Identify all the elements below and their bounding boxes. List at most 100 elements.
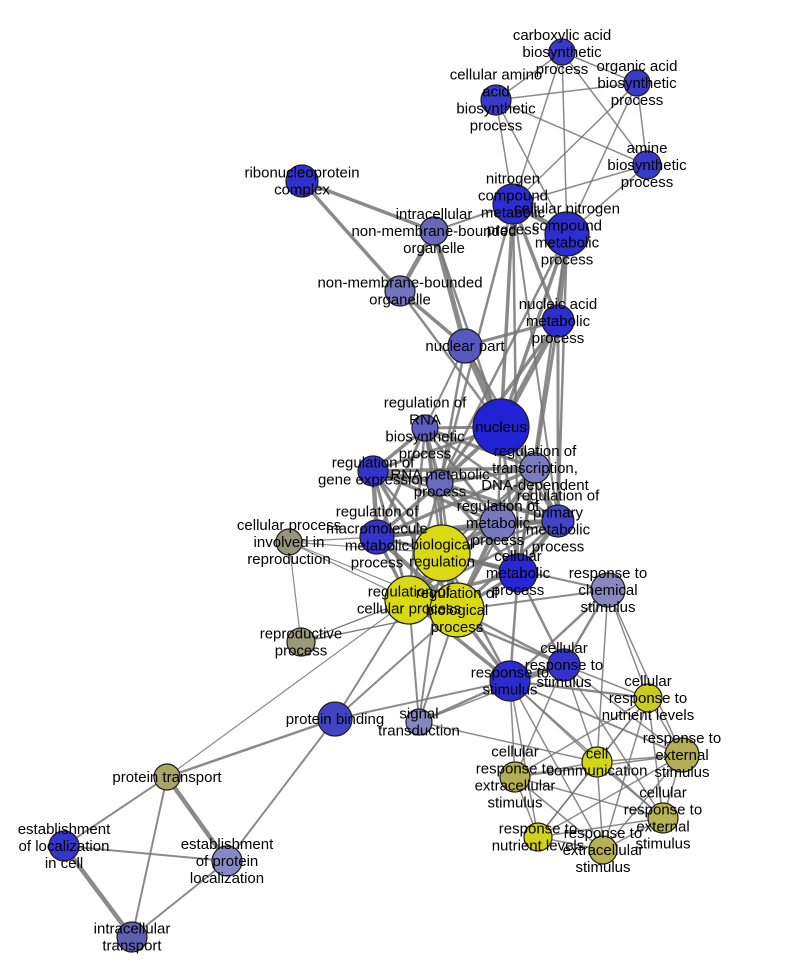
edge-intracellular-non-membrane-bounded-organelle--nuclear-part: [431, 228, 468, 349]
edge-cellular-response-to-stimulus--response-to-external-stimulus: [563, 664, 683, 756]
node-cellular-amino-acid-biosynthetic-process[interactable]: [480, 84, 512, 116]
node-label-nucleic-acid-metabolic-process: nucleic acid metabolic process: [519, 296, 597, 347]
edge-cellular-process-involved-in-reproduction--reproductive-process: [288, 541, 302, 643]
edge-response-to-chemical-stimulus--cell-communication: [596, 589, 609, 763]
edge-protein-transport--establishment-of-localization-in-cell: [63, 776, 168, 847]
edge-carboxylic-acid-biosynthetic-process--nitrogen-compound-metabolic-process: [512, 51, 563, 205]
node-cellular-metabolic-process[interactable]: [498, 553, 538, 593]
edge-cellular-amino-acid-biosynthetic-process--cellular-nitrogen-compound-metabolic-process: [495, 99, 568, 235]
node-label-cellular-amino-acid-biosynthetic-process: cellular amino acid biosynthetic process: [450, 67, 543, 135]
edge-cellular-response-to-extracellular-stimulus--response-to-extracellular-stimulus: [514, 776, 604, 851]
node-label-regulation-of-metabolic-process: regulation of metabolic process: [457, 498, 540, 549]
node-cellular-response-to-extracellular-stimulus[interactable]: [499, 761, 531, 793]
node-label-cellular-nitrogen-compound-metabolic-process: cellular nitrogen compound metabolic proces…: [514, 201, 620, 269]
node-label-carboxylic-acid-biosynthetic-process: carboxylic acid biosynthetic process: [513, 27, 611, 78]
node-regulation-of-rna-biosynthetic-process[interactable]: [411, 414, 439, 442]
edge-regulation-of-rna-biosynthetic-process--regulation-of-metabolic-process: [423, 426, 500, 525]
node-protein-binding[interactable]: [317, 701, 353, 737]
edge-response-to-stimulus--cellular-response-to-external-stimulus: [509, 680, 664, 819]
node-establishment-of-localization-in-cell[interactable]: [48, 830, 80, 862]
node-biological-regulation[interactable]: [413, 524, 471, 582]
node-label-cell-communication: cell communication: [547, 746, 648, 780]
node-label-regulation-of-primary-metabolic-process: regulation of primary metabolic process: [517, 488, 600, 556]
edge-nitrogen-compound-metabolic-process--cellular-metabolic-process: [511, 202, 520, 575]
edge-cellular-response-to-stimulus--cell-communication: [563, 664, 598, 763]
node-regulation-of-metabolic-process[interactable]: [479, 504, 517, 542]
node-label-nitrogen-compound-metabolic-process: nitrogen compound metabolic process: [478, 171, 548, 239]
node-non-membrane-bounded-organelle[interactable]: [384, 275, 416, 307]
node-regulation-of-biological-process[interactable]: [429, 582, 485, 638]
node-response-to-chemical-stimulus[interactable]: [590, 572, 626, 608]
node-response-to-nutrient-levels[interactable]: [523, 822, 553, 852]
node-response-to-stimulus[interactable]: [489, 660, 531, 702]
node-nucleus[interactable]: [472, 398, 530, 456]
node-regulation-of-gene-expression[interactable]: [357, 455, 389, 487]
node-intracellular-transport[interactable]: [116, 921, 148, 953]
edge-amine-biosynthetic-process--nitrogen-compound-metabolic-process: [512, 164, 648, 205]
edge-regulation-of-transcription-dna-dependent--regulation-of-gene-expression: [371, 466, 537, 473]
edge-response-to-stimulus--response-to-nutrient-levels: [509, 680, 539, 838]
edge-cellular-response-to-nutrient-levels--cellular-response-to-extracellular-stimulus: [514, 697, 649, 778]
edge-nitrogen-compound-metabolic-process--nucleic-acid-metabolic-process: [511, 202, 560, 323]
node-label-regulation-of-biological-process: regulation of biological process: [416, 585, 499, 636]
edge-response-to-chemical-stimulus--response-to-stimulus: [508, 588, 610, 683]
node-label-response-to-external-stimulus: response to external stimulus: [643, 730, 721, 781]
node-regulation-of-primary-metabolic-process[interactable]: [541, 504, 575, 538]
node-regulation-of-macromolecule-metabolic-process[interactable]: [359, 519, 395, 555]
node-label-cellular-response-to-external-stimulus: cellular response to external stimulus: [624, 785, 702, 853]
edge-protein-binding--protein-transport: [165, 717, 337, 779]
edge-cellular-amino-acid-biosynthetic-process--amine-biosynthetic-process: [495, 99, 648, 166]
node-signal-transduction[interactable]: [405, 708, 433, 736]
node-label-nuclear-part: nuclear part: [425, 338, 505, 355]
node-label-reproductive-process: reproductive process: [260, 626, 343, 660]
edge-carboxylic-acid-biosynthetic-process--amine-biosynthetic-process: [561, 51, 648, 166]
node-label-rna-metabolic-process: RNA metabolic process: [390, 467, 490, 501]
node-label-non-membrane-bounded-organelle: non-membrane-bounded organelle: [317, 275, 482, 309]
node-carboxylic-acid-biosynthetic-process[interactable]: [548, 38, 576, 66]
node-reproductive-process[interactable]: [286, 627, 316, 657]
edge-cellular-response-to-external-stimulus--response-to-nutrient-levels: [537, 817, 664, 838]
node-response-to-external-stimulus[interactable]: [664, 737, 700, 773]
node-label-protein-transport: protein transport: [112, 769, 222, 786]
edge-protein-transport--intracellular-transport: [131, 776, 168, 938]
node-label-regulation-of-rna-biosynthetic-process: regulation of RNA biosynthetic process: [384, 395, 467, 463]
node-nitrogen-compound-metabolic-process[interactable]: [492, 183, 534, 225]
edge-cell-communication--response-to-nutrient-levels: [537, 761, 598, 838]
node-cellular-process-involved-in-reproduction[interactable]: [275, 528, 303, 556]
node-label-establishment-of-protein-localization: establishment of protein localization: [181, 836, 274, 887]
edge-organic-acid-biosynthetic-process--cellular-nitrogen-compound-metabolic-process: [566, 82, 638, 235]
node-label-cellular-response-to-nutrient-levels: cellular response to nutrient levels: [602, 673, 695, 724]
node-organic-acid-biosynthetic-process[interactable]: [623, 69, 651, 97]
node-cellular-response-to-stimulus[interactable]: [547, 648, 581, 682]
node-nuclear-part[interactable]: [447, 328, 483, 364]
edge-cellular-response-to-nutrient-levels--response-to-extracellular-stimulus: [602, 697, 649, 851]
node-intracellular-non-membrane-bounded-organelle[interactable]: [419, 216, 449, 246]
node-label-regulation-of-gene-expression: regulation of gene expression: [318, 455, 428, 489]
node-ribonucleoprotein-complex[interactable]: [285, 164, 319, 198]
edge-nitrogen-compound-metabolic-process--nucleus: [499, 202, 515, 429]
node-cellular-response-to-nutrient-levels[interactable]: [633, 683, 663, 713]
node-establishment-of-protein-localization[interactable]: [211, 845, 243, 877]
node-amine-biosynthetic-process[interactable]: [632, 150, 662, 180]
node-nucleic-acid-metabolic-process[interactable]: [541, 304, 575, 338]
node-protein-transport[interactable]: [153, 763, 181, 791]
node-regulation-of-transcription-dna-dependent[interactable]: [519, 452, 551, 484]
node-label-nucleus: nucleus: [475, 419, 527, 436]
node-cell-communication[interactable]: [581, 746, 613, 778]
node-response-to-extracellular-stimulus[interactable]: [588, 835, 618, 865]
node-label-cellular-metabolic-process: cellular metabolic process: [486, 548, 551, 599]
edge-rna-metabolic-process--regulation-of-primary-metabolic-process: [438, 481, 560, 523]
node-cellular-nitrogen-compound-metabolic-process[interactable]: [544, 211, 590, 257]
node-label-biological-regulation: biological regulation: [409, 537, 475, 571]
edge-regulation-of-primary-metabolic-process--regulation-of-macromolecule-metabolic-process: [375, 519, 560, 539]
edge-nuclear-part--rna-metabolic-process: [438, 344, 467, 485]
edge-cellular-amino-acid-biosynthetic-process--organic-acid-biosynthetic-process: [495, 82, 638, 101]
node-cellular-response-to-external-stimulus[interactable]: [647, 802, 679, 834]
node-label-organic-acid-biosynthetic-process: organic acid biosynthetic process: [597, 58, 678, 109]
edge-ribonucleoprotein-complex--non-membrane-bounded-organelle: [300, 179, 402, 293]
edge-establishment-of-protein-localization--protein-binding: [226, 718, 336, 862]
edge-response-to-stimulus--response-to-extracellular-stimulus: [509, 680, 604, 851]
node-rna-metabolic-process[interactable]: [426, 469, 454, 497]
